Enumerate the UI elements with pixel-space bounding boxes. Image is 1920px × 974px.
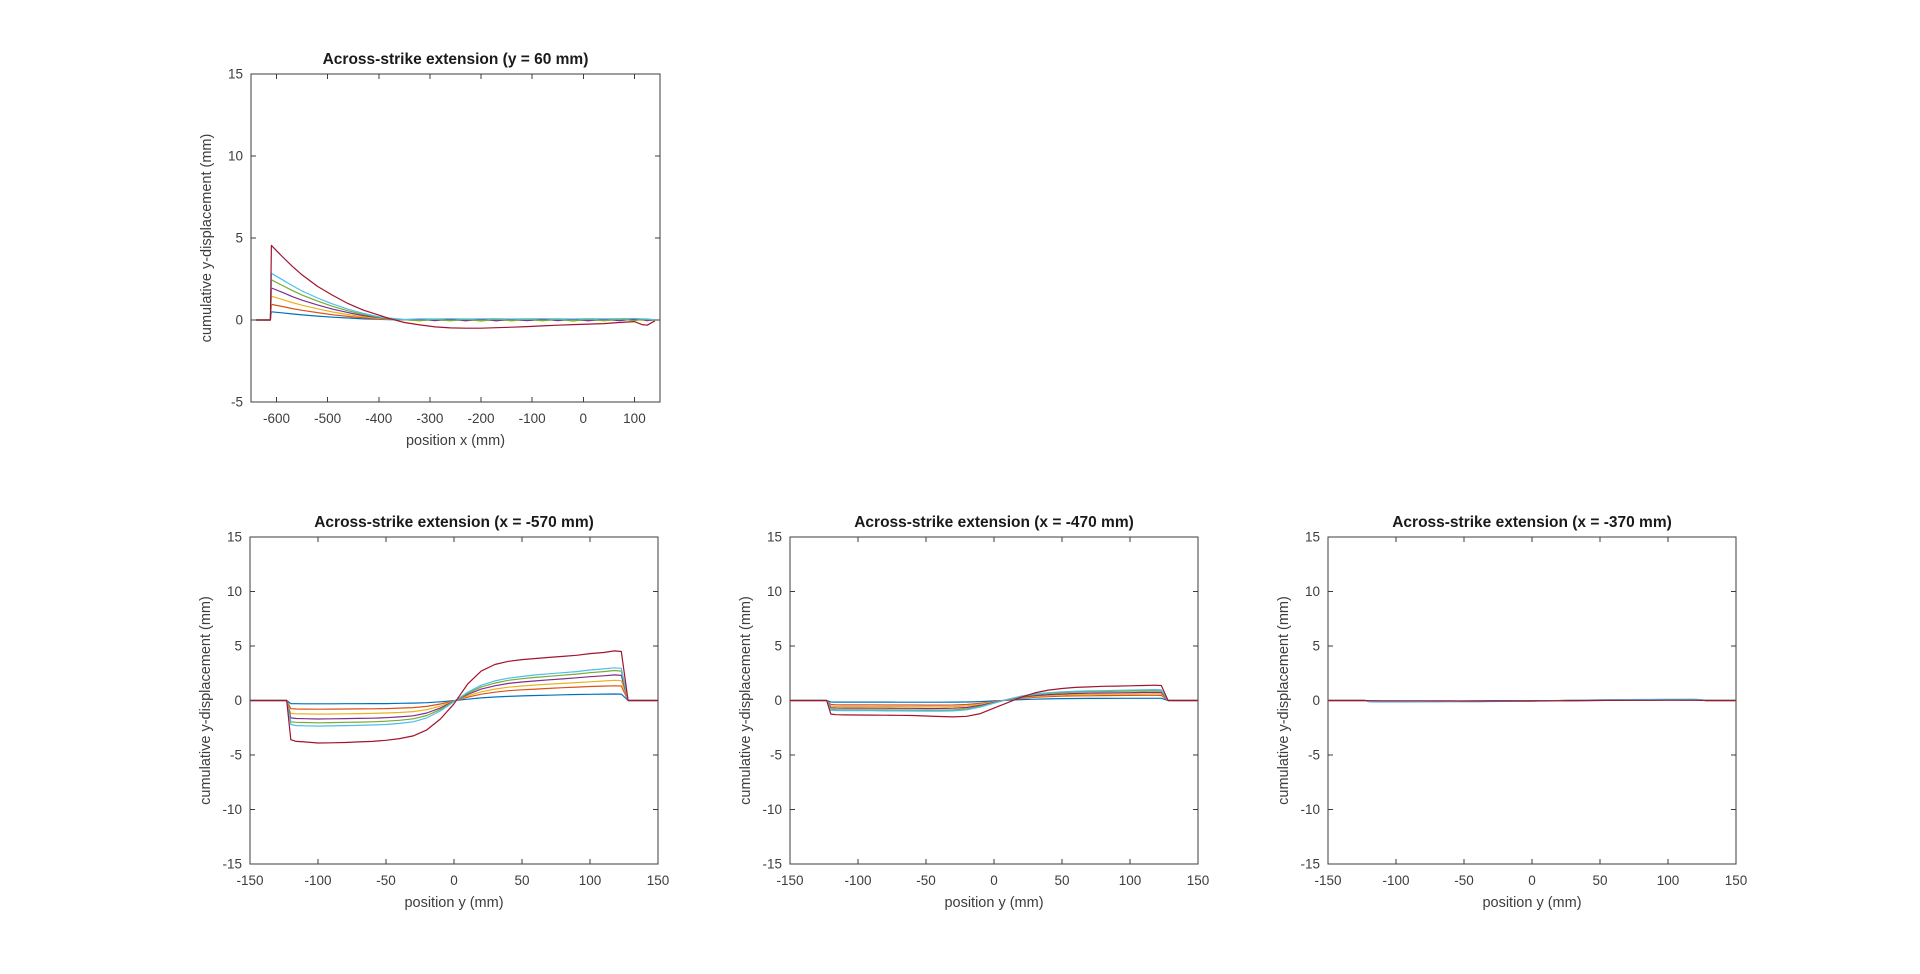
bottom-left-xtick-label-6: 150 [647,873,670,888]
bottom-right-xtick-label-5: 100 [1657,873,1680,888]
bottom-right-ylabel: cumulative y-displacement (mm) [1276,596,1292,805]
subplot-bottom-right: -150 -100 -50 0 50 100 150-15-10-5051015Across… [1276,514,1747,911]
subplot-bottom-left: -150 -100 -50 0 50 100 150-15-10-5051015Across… [198,514,669,911]
bottom-middle-line-6 [790,688,1198,712]
top-left-ytick-label-4: 15 [228,67,243,82]
bottom-left-xtick-label-3: 0 [450,873,458,888]
top-left-xtick-label-5: -100 [519,411,546,426]
bottom-left-xlabel: position y (mm) [404,895,503,911]
bottom-middle-ytick-label-4: 5 [774,639,782,654]
bottom-left-line-7 [250,650,658,744]
bottom-left-xtick-label-4: 50 [514,873,529,888]
bottom-middle-ylabel: cumulative y-displacement (mm) [738,596,754,805]
top-left-xtick-label-4: -200 [468,411,495,426]
bottom-left-ytick-label-4: 5 [234,639,242,654]
bottom-left-line-6 [250,667,658,727]
bottom-left-line-1 [250,693,658,705]
bottom-middle-title: Across-strike extension (x = -470 mm) [854,514,1134,531]
bottom-left-line-5 [250,669,658,724]
bottom-middle-ytick-label-3: 0 [774,693,782,708]
bottom-right-line-7 [1328,699,1736,702]
bottom-middle-ytick-label-1: -10 [762,802,782,817]
bottom-right-title: Across-strike extension (x = -370 mm) [1392,514,1672,531]
bottom-right-xtick-label-2: -50 [1454,873,1474,888]
bottom-middle-ytick-label-6: 15 [767,530,782,545]
bottom-left-line-2 [250,685,658,710]
bottom-middle-line-1 [790,697,1198,703]
top-left-ytick-label-3: 10 [228,149,243,164]
bottom-middle-ytick-label-0: -15 [762,857,782,872]
bottom-middle-xtick-label-2: -50 [916,873,936,888]
top-left-ytick-label-0: -5 [231,395,243,410]
top-left-xtick-label-3: -300 [416,411,443,426]
bottom-left-xtick-label-2: -50 [376,873,396,888]
bottom-middle-xtick-label-1: -100 [844,873,871,888]
bottom-right-ytick-label-2: -5 [1308,748,1320,763]
bottom-left-ytick-label-0: -15 [222,857,242,872]
top-left-ytick-label-2: 5 [235,231,243,246]
bottom-right-ytick-label-5: 10 [1305,584,1320,599]
bottom-right-xlabel: position y (mm) [1482,895,1581,911]
top-left-axes-box [250,73,661,403]
bottom-right-ytick-label-4: 5 [1312,639,1320,654]
bottom-right-xtick-label-0: -150 [1314,873,1341,888]
bottom-left-ytick-label-5: 10 [227,584,242,599]
top-left-xtick-label-6: 0 [580,411,588,426]
bottom-left-xtick-label-1: -100 [304,873,331,888]
bottom-middle-xtick-label-6: 150 [1187,873,1210,888]
top-left-line-6 [256,272,655,321]
bottom-left-xtick-label-0: -150 [236,873,263,888]
top-left-title: Across-strike extension (y = 60 mm) [323,51,589,68]
bottom-middle-xtick-label-0: -150 [776,873,803,888]
bottom-right-ytick-label-6: 15 [1305,530,1320,545]
bottom-middle-xtick-label-4: 50 [1054,873,1069,888]
bottom-right-ytick-label-1: -10 [1300,802,1320,817]
top-left-xtick-label-2: -400 [365,411,392,426]
bottom-middle-xtick-label-5: 100 [1119,873,1142,888]
top-left-line-5 [256,279,655,322]
bottom-left-xtick-label-5: 100 [579,873,602,888]
bottom-right-xtick-label-4: 50 [1592,873,1607,888]
bottom-middle-ytick-label-2: -5 [770,748,782,763]
bottom-right-ytick-label-3: 0 [1312,693,1320,708]
bottom-left-ytick-label-1: -10 [222,802,242,817]
bottom-left-ylabel: cumulative y-displacement (mm) [198,596,214,805]
bottom-middle-line-7 [790,684,1198,718]
bottom-right-ytick-label-0: -15 [1300,857,1320,872]
bottom-middle-xtick-label-3: 0 [990,873,998,888]
top-left-xtick-label-7: 100 [623,411,646,426]
subplot-bottom-middle: -150 -100 -50 0 50 100 150-15-10-5051015Across… [738,514,1209,911]
bottom-left-ytick-label-6: 15 [227,530,242,545]
top-left-ylabel: cumulative y-displacement (mm) [199,134,215,343]
bottom-left-title: Across-strike extension (x = -570 mm) [314,514,594,531]
bottom-middle-ytick-label-5: 10 [767,584,782,599]
top-left-xtick-label-0: -600 [263,411,290,426]
bottom-right-xtick-label-1: -100 [1382,873,1409,888]
bottom-right-xtick-label-3: 0 [1528,873,1536,888]
subplot-top-left: -600 -500 -400 -300 -200 -100 0 100 -5 0 5 10 15 Acro… [199,51,661,449]
bottom-left-ytick-label-3: 0 [234,693,242,708]
top-left-ytick-label-1: 0 [235,313,243,328]
bottom-middle-xlabel: position y (mm) [944,895,1043,911]
bottom-left-ytick-label-2: -5 [230,748,242,763]
top-left-line-7 [256,244,656,329]
top-left-xtick-label-1: -500 [314,411,341,426]
top-left-xlabel: position x (mm) [406,433,505,449]
bottom-right-xtick-label-6: 150 [1725,873,1748,888]
